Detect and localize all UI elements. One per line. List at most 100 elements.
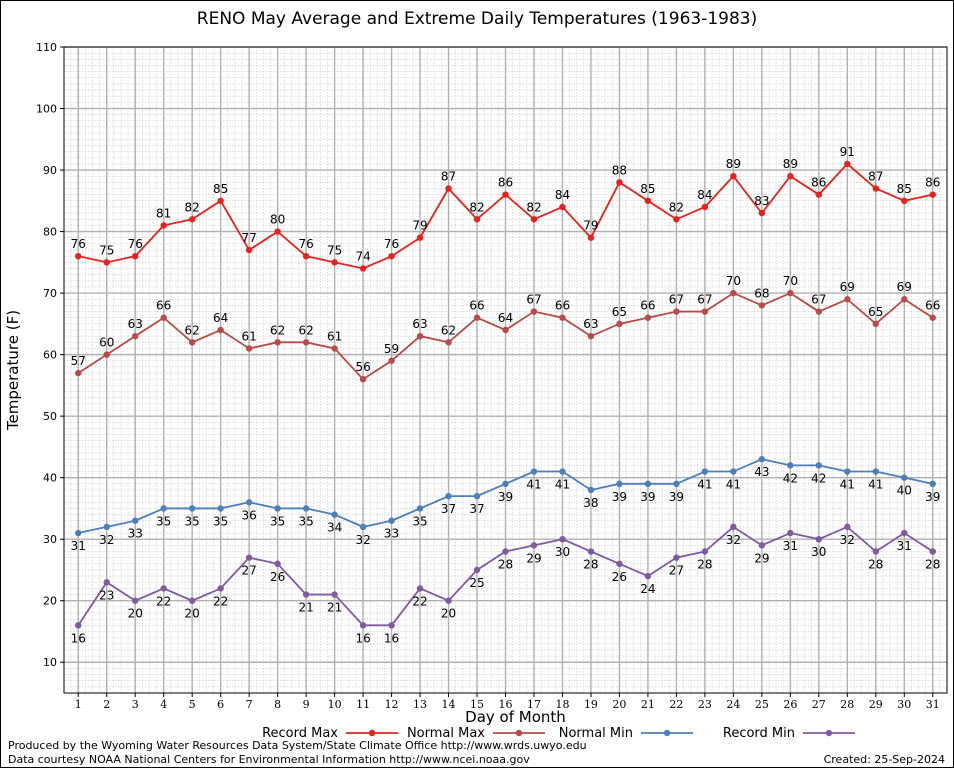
- x-tick-label: 22: [669, 698, 683, 711]
- data-label-record-min: 28: [583, 557, 598, 571]
- x-tick-label: 14: [442, 698, 456, 711]
- data-point-record-max: [217, 197, 224, 205]
- legend-marker-record-max: [368, 729, 376, 737]
- data-label-normal-min: 40: [897, 484, 912, 498]
- data-point-normal-min: [331, 511, 338, 518]
- data-label-record-max: 76: [71, 237, 86, 251]
- data-point-normal-min: [302, 505, 310, 512]
- data-label-record-min: 22: [156, 594, 171, 608]
- data-label-record-max: 75: [327, 243, 342, 257]
- data-label-normal-max: 63: [128, 317, 143, 331]
- data-point-record-max: [188, 216, 196, 223]
- data-point-record-min: [929, 548, 936, 555]
- data-point-record-min: [188, 597, 196, 604]
- data-point-record-min: [359, 622, 367, 629]
- legend-label-normal-min: Normal Min: [559, 726, 633, 741]
- y-axis-label: Temperature (F): [4, 310, 22, 431]
- x-tick-label: 16: [499, 698, 513, 711]
- data-label-normal-min: 35: [270, 514, 285, 528]
- data-label-record-min: 28: [498, 557, 513, 571]
- data-label-record-min: 25: [469, 576, 484, 590]
- data-point-record-min: [75, 622, 82, 629]
- data-label-normal-min: 41: [697, 478, 712, 492]
- data-point-normal-max: [132, 332, 139, 340]
- data-label-record-min: 30: [555, 545, 570, 559]
- data-point-normal-max: [559, 314, 566, 321]
- data-point-normal-min: [359, 523, 367, 531]
- data-label-record-max: 83: [754, 194, 769, 208]
- chart-title: RENO May Average and Extreme Daily Tempe…: [196, 9, 758, 29]
- data-label-normal-min: 42: [783, 471, 798, 485]
- data-point-normal-min: [787, 462, 794, 469]
- data-point-record-min: [302, 591, 310, 598]
- data-point-normal-min: [901, 474, 908, 481]
- data-label-record-min: 29: [754, 551, 769, 565]
- data-point-normal-max: [274, 339, 281, 346]
- data-point-record-max: [673, 216, 680, 223]
- data-point-record-min: [673, 554, 680, 561]
- data-point-normal-min: [217, 505, 224, 512]
- data-label-record-max: 81: [156, 206, 171, 220]
- data-point-record-max: [416, 234, 424, 241]
- data-label-normal-max: 61: [242, 329, 257, 343]
- data-point-normal-max: [815, 308, 823, 315]
- data-point-normal-max: [188, 339, 196, 346]
- legend-label-normal-max: Normal Max: [407, 726, 485, 741]
- data-label-normal-max: 66: [469, 299, 484, 313]
- data-label-record-max: 77: [242, 231, 257, 245]
- x-tick-label: 7: [246, 698, 253, 711]
- data-label-normal-min: 41: [868, 478, 883, 492]
- data-label-normal-min: 32: [355, 533, 370, 547]
- data-label-normal-max: 68: [754, 286, 769, 300]
- data-label-record-min: 32: [726, 533, 741, 547]
- data-point-normal-max: [502, 326, 509, 334]
- footer-created: Created: 25-Sep-2024: [823, 753, 945, 766]
- data-point-normal-max: [530, 308, 538, 315]
- data-point-record-min: [616, 560, 623, 567]
- data-label-normal-max: 64: [498, 311, 513, 325]
- data-label-record-max: 88: [612, 163, 627, 177]
- x-tick-label: 5: [189, 698, 196, 711]
- data-label-record-max: 80: [270, 213, 285, 227]
- data-point-normal-min: [103, 523, 110, 531]
- data-label-record-min: 20: [185, 607, 200, 621]
- data-point-record-max: [502, 191, 509, 198]
- data-label-record-min: 20: [128, 607, 143, 621]
- data-point-normal-min: [530, 468, 538, 475]
- x-tick-label: 21: [641, 698, 655, 711]
- data-label-record-max: 91: [840, 145, 855, 159]
- footer-data-courtesy: Data courtesy NOAA National Centers for …: [8, 753, 530, 766]
- data-point-record-max: [787, 173, 794, 180]
- x-tick-label: 12: [385, 698, 399, 711]
- data-point-normal-max: [103, 351, 110, 358]
- data-point-normal-min: [274, 505, 281, 512]
- data-label-record-min: 30: [811, 545, 826, 559]
- data-point-normal-min: [587, 486, 595, 494]
- data-label-record-max: 82: [469, 200, 484, 214]
- data-point-normal-max: [758, 302, 766, 309]
- data-point-record-min: [730, 523, 737, 531]
- data-label-record-min: 21: [327, 601, 342, 615]
- x-tick-label: 13: [413, 698, 427, 711]
- data-point-normal-max: [587, 332, 595, 340]
- data-label-normal-min: 41: [555, 478, 570, 492]
- data-point-record-max: [302, 252, 310, 260]
- data-label-record-max: 82: [185, 200, 200, 214]
- data-label-normal-min: 34: [327, 521, 342, 535]
- data-point-record-min: [758, 542, 766, 549]
- data-label-record-min: 20: [441, 607, 456, 621]
- x-tick-label: 28: [840, 698, 854, 711]
- x-tick-label: 1: [75, 698, 82, 711]
- data-point-record-max: [359, 265, 367, 272]
- data-point-normal-max: [730, 289, 737, 297]
- data-label-normal-min: 39: [669, 490, 684, 504]
- data-point-record-max: [901, 197, 908, 205]
- data-label-record-min: 28: [697, 557, 712, 571]
- data-point-record-max: [815, 191, 823, 198]
- data-point-record-max: [758, 209, 766, 217]
- data-point-normal-max: [929, 314, 936, 321]
- x-tick-label: 9: [303, 698, 310, 711]
- data-point-normal-max: [160, 314, 167, 321]
- data-label-record-min: 28: [868, 557, 883, 571]
- data-label-record-max: 75: [99, 243, 114, 257]
